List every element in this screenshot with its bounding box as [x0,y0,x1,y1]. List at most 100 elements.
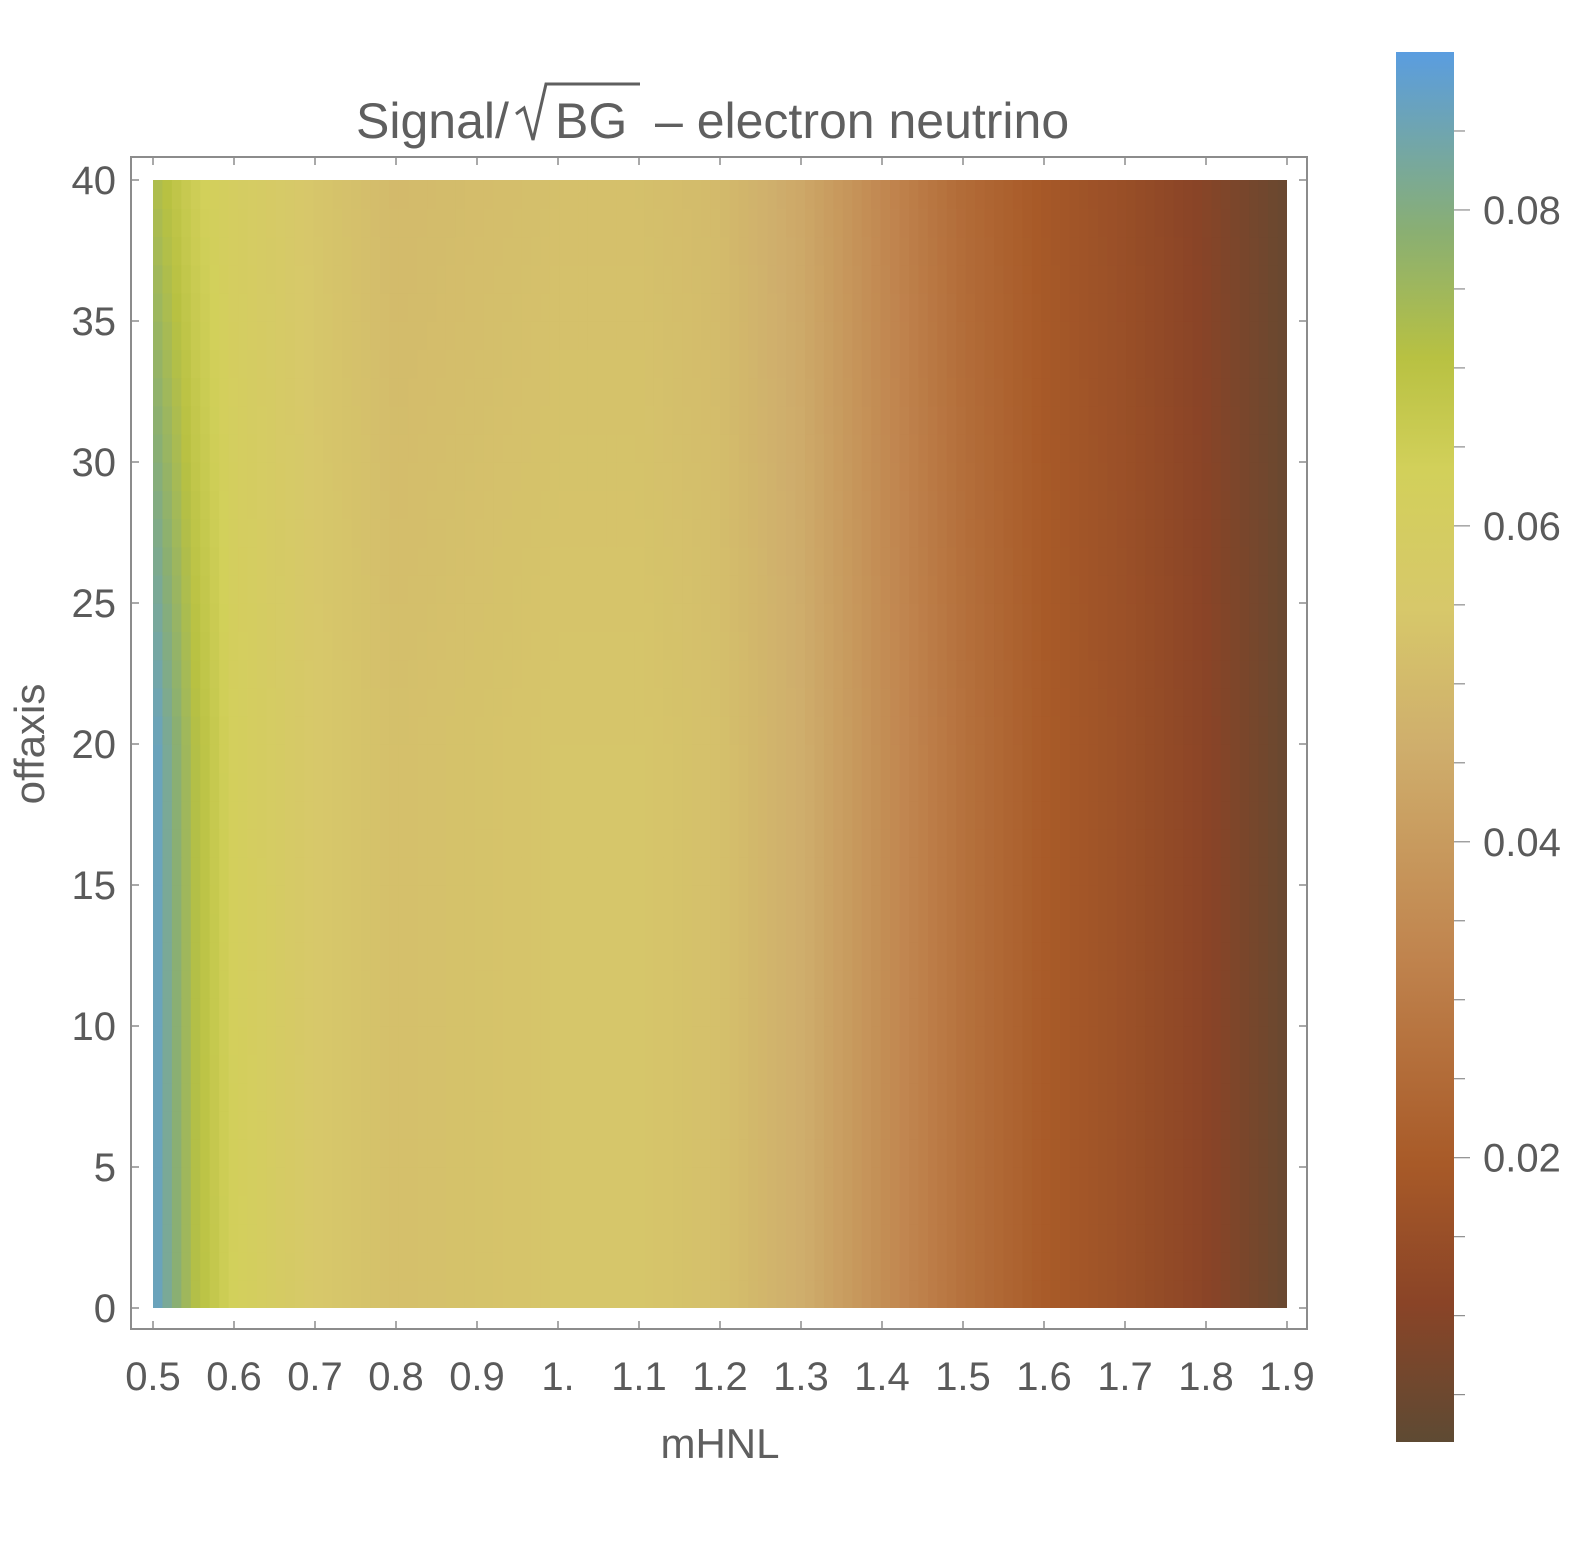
heatmap-cell [521,631,532,661]
heatmap-cell [937,828,948,858]
heatmap-cell [937,349,948,379]
heatmap-cell [880,856,891,886]
heatmap-cell [1003,631,1014,661]
heatmap-cell [1116,659,1128,689]
heatmap-cell [786,603,797,632]
heatmap-cell [1239,687,1250,717]
heatmap-cell [521,1167,532,1196]
heatmap-cell [389,828,400,858]
heatmap-cell [153,659,164,689]
heatmap-cell [398,913,409,943]
heatmap-cell [899,1110,910,1140]
heatmap-cell [512,236,523,266]
heatmap-cell [1230,321,1241,350]
heatmap-cell [1060,433,1071,463]
heatmap-cell [1258,1138,1269,1168]
heatmap-cell [1079,1026,1090,1055]
heatmap-cell [578,659,589,689]
heatmap-cell [616,744,627,773]
heatmap-cell [1135,574,1147,604]
heatmap-cell [776,1138,787,1168]
heatmap-cell [1249,1195,1260,1225]
heatmap-cell [370,772,381,802]
heatmap-cell [682,546,693,576]
heatmap-cell [691,885,702,914]
heatmap-cell [748,800,759,830]
heatmap-cell [332,744,343,773]
heatmap-cell [181,292,192,322]
heatmap-cell [474,969,485,999]
heatmap-cell [549,546,561,576]
heatmap-cell [238,405,249,435]
heatmap-cell [918,462,929,491]
heatmap-cell [984,264,995,294]
heatmap-cell [616,1026,627,1055]
heatmap-cell [672,1110,683,1140]
heatmap-cell [587,1195,598,1225]
heatmap-cell [1277,659,1287,689]
heatmap-cell [247,1251,258,1281]
heatmap-cell [852,800,863,830]
heatmap-cell [1126,969,1137,999]
heatmap-cell [1079,659,1090,689]
heatmap-cell [861,1167,872,1196]
heatmap-cell [408,1082,419,1112]
heatmap-cell [776,462,787,491]
heatmap-cell [1098,349,1109,379]
heatmap-cell [1230,1167,1241,1196]
heatmap-cell [455,1138,466,1168]
heatmap-cell [890,264,901,294]
heatmap-cell [1022,1167,1033,1196]
heatmap-cell [1164,856,1175,886]
heatmap-cell [1220,1251,1232,1281]
heatmap-cell [247,433,258,463]
heatmap-cell [209,264,220,294]
heatmap-cell [1050,800,1061,830]
heatmap-cell [436,321,447,350]
heatmap-cell [786,1223,797,1253]
heatmap-cell [285,1138,296,1168]
heatmap-cell [823,462,835,491]
heatmap-cell [616,687,627,717]
heatmap-cell [1183,1195,1194,1225]
heatmap-cell [625,997,636,1027]
heatmap-cell [672,772,683,802]
heatmap-cell [975,800,986,830]
heatmap-cell [597,1026,608,1055]
heatmap-cell [1201,941,1213,971]
heatmap-cell [1154,1251,1165,1281]
heatmap-cell [417,1054,428,1084]
heatmap-cell [1012,433,1024,463]
heatmap-cell [1230,744,1241,773]
heatmap-cell [814,236,825,266]
heatmap-cell [956,828,967,858]
heatmap-cell [445,546,457,576]
heatmap-cell [1022,885,1033,914]
heatmap-cell [1135,941,1147,971]
heatmap-cell [294,377,305,407]
heatmap-cell [294,433,305,463]
heatmap-cell [729,828,740,858]
heatmap-cell [776,969,787,999]
heatmap-cell [370,941,381,971]
heatmap-cell [767,885,778,914]
heatmap-cell [1220,377,1232,407]
heatmap-cell [568,1110,580,1140]
heatmap-cell [1211,1082,1222,1112]
heatmap-cell [653,828,665,858]
heatmap-cell [512,433,523,463]
heatmap-cell [805,885,816,914]
heatmap-cell [531,913,542,943]
heatmap-cell [672,236,683,266]
heatmap-cell [984,800,995,830]
heatmap-cell [1088,321,1099,350]
heatmap-cell [398,1279,409,1308]
heatmap-cell [682,1223,693,1253]
heatmap-cell [1060,405,1071,435]
heatmap-cell [1135,1110,1147,1140]
heatmap-cell [313,1054,324,1084]
heatmap-cell [342,490,353,520]
heatmap-cell [634,180,646,209]
heatmap-cell [805,292,816,322]
heatmap-cell [729,715,740,745]
